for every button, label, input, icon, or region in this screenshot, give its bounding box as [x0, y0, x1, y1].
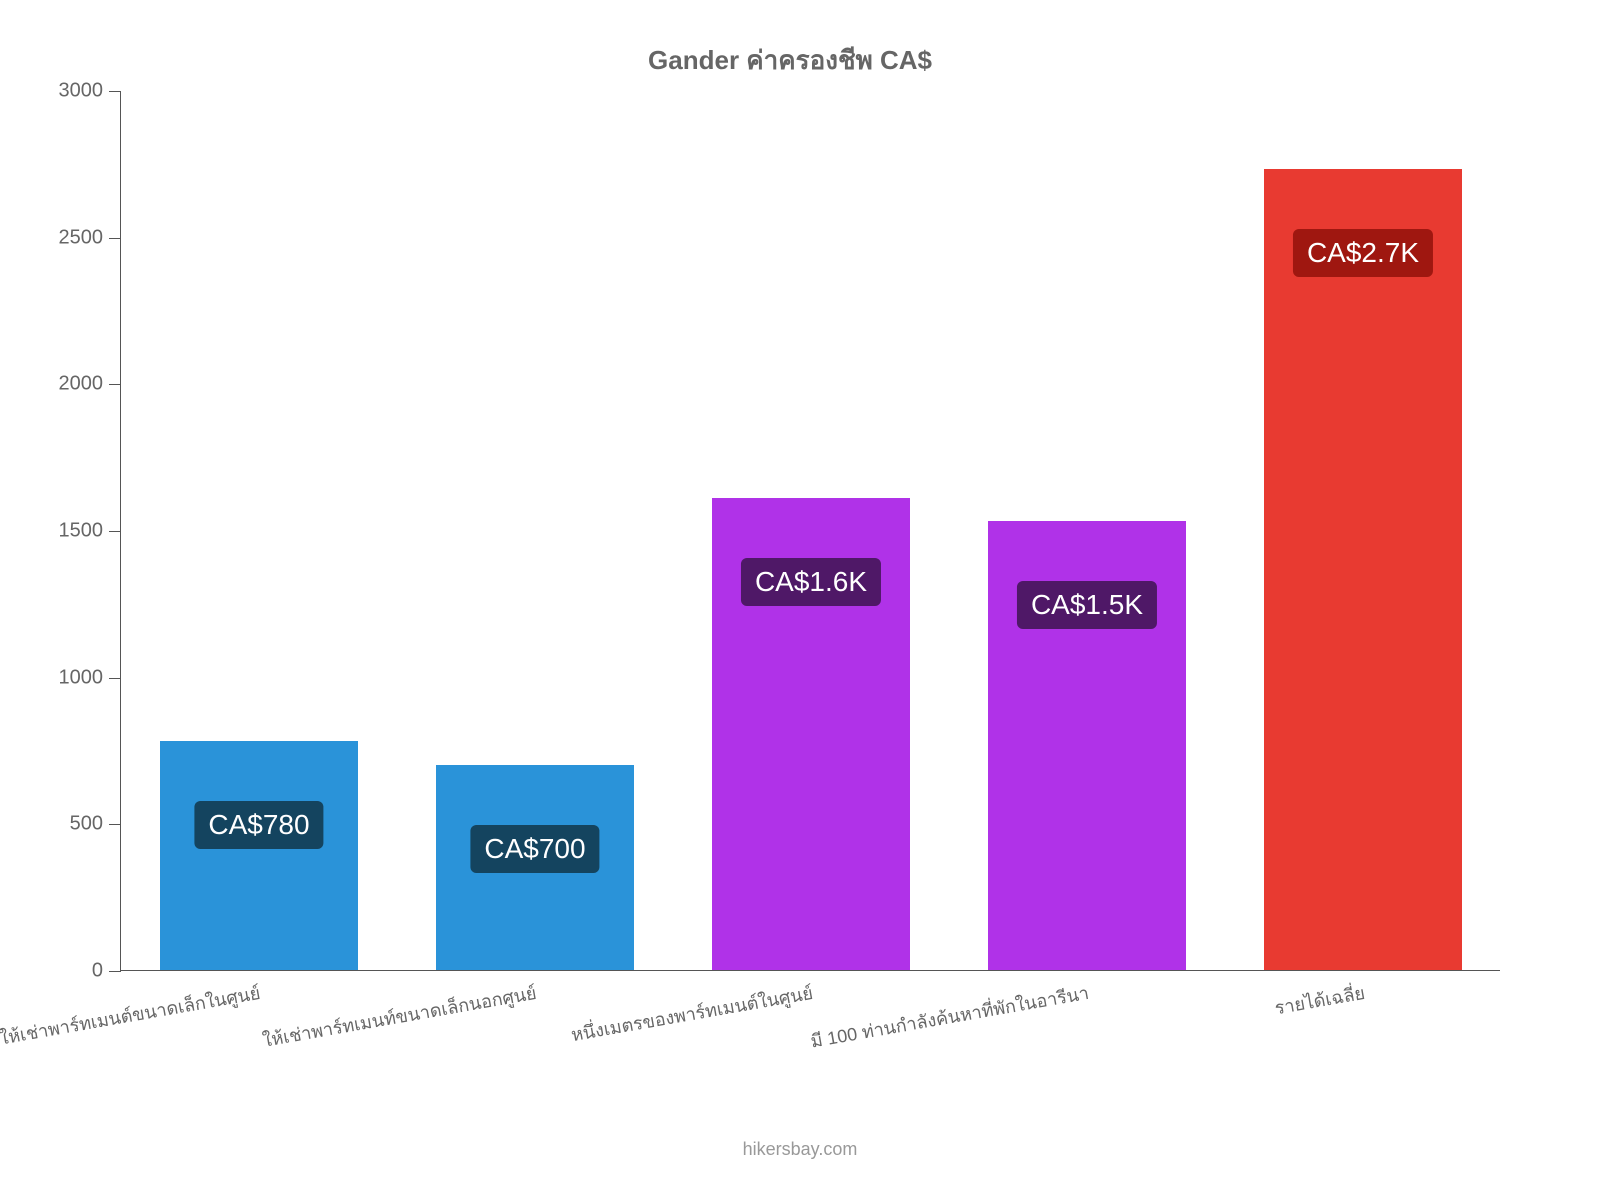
chart-title: Gander ค่าครองชีพ CA$ [40, 40, 1540, 81]
bar-chart: Gander ค่าครองชีพ CA$ CA$780 CA$700 CA$1.6… [0, 0, 1600, 1200]
y-tick [109, 824, 121, 825]
bar-value-label: CA$700 [470, 825, 599, 873]
bar: CA$1.6K [712, 498, 911, 970]
y-tick [109, 531, 121, 532]
y-tick-label: 0 [92, 960, 103, 983]
y-tick-label: 1000 [59, 666, 104, 689]
y-tick-label: 3000 [59, 80, 104, 103]
x-tick-label: ให้เช่าพาร์ทเมนต์ขนาดเล็กในศูนย์ [0, 978, 263, 1052]
x-tick-label: ให้เช่าพาร์ทเมนท์ขนาดเล็กนอกศูนย์ [261, 978, 539, 1055]
x-tick-label: มี 100 ท่านกำลังค้นหาที่พักในอารีนา [808, 978, 1091, 1056]
y-tick-label: 500 [70, 813, 103, 836]
y-tick-label: 2500 [59, 226, 104, 249]
x-tick-label: หนึ่งเมตรของพาร์ทเมนต์ในศูนย์ [569, 978, 815, 1049]
y-tick [109, 238, 121, 239]
bar: CA$1.5K [988, 521, 1187, 970]
attribution-text: hikersbay.com [0, 1139, 1600, 1160]
x-tick-label: รายได้เฉลี่ย [1272, 978, 1367, 1022]
bar-value-label: CA$1.5K [1017, 581, 1157, 629]
bar-value-label: CA$2.7K [1293, 229, 1433, 277]
bar: CA$780 [160, 741, 359, 970]
y-tick [109, 678, 121, 679]
y-tick [109, 91, 121, 92]
y-tick [109, 971, 121, 972]
bar-value-label: CA$780 [194, 801, 323, 849]
y-tick [109, 384, 121, 385]
bar-value-label: CA$1.6K [741, 558, 881, 606]
bar: CA$2.7K [1264, 169, 1463, 970]
y-tick-label: 2000 [59, 373, 104, 396]
bars-layer: CA$780 CA$700 CA$1.6K CA$1.5K CA$2.7K [121, 91, 1500, 970]
y-tick-label: 1500 [59, 520, 104, 543]
plot-area: CA$780CA$700CA$1.6KCA$1.5KCA$2.7K 050010… [120, 91, 1500, 971]
bar: CA$700 [436, 765, 635, 970]
